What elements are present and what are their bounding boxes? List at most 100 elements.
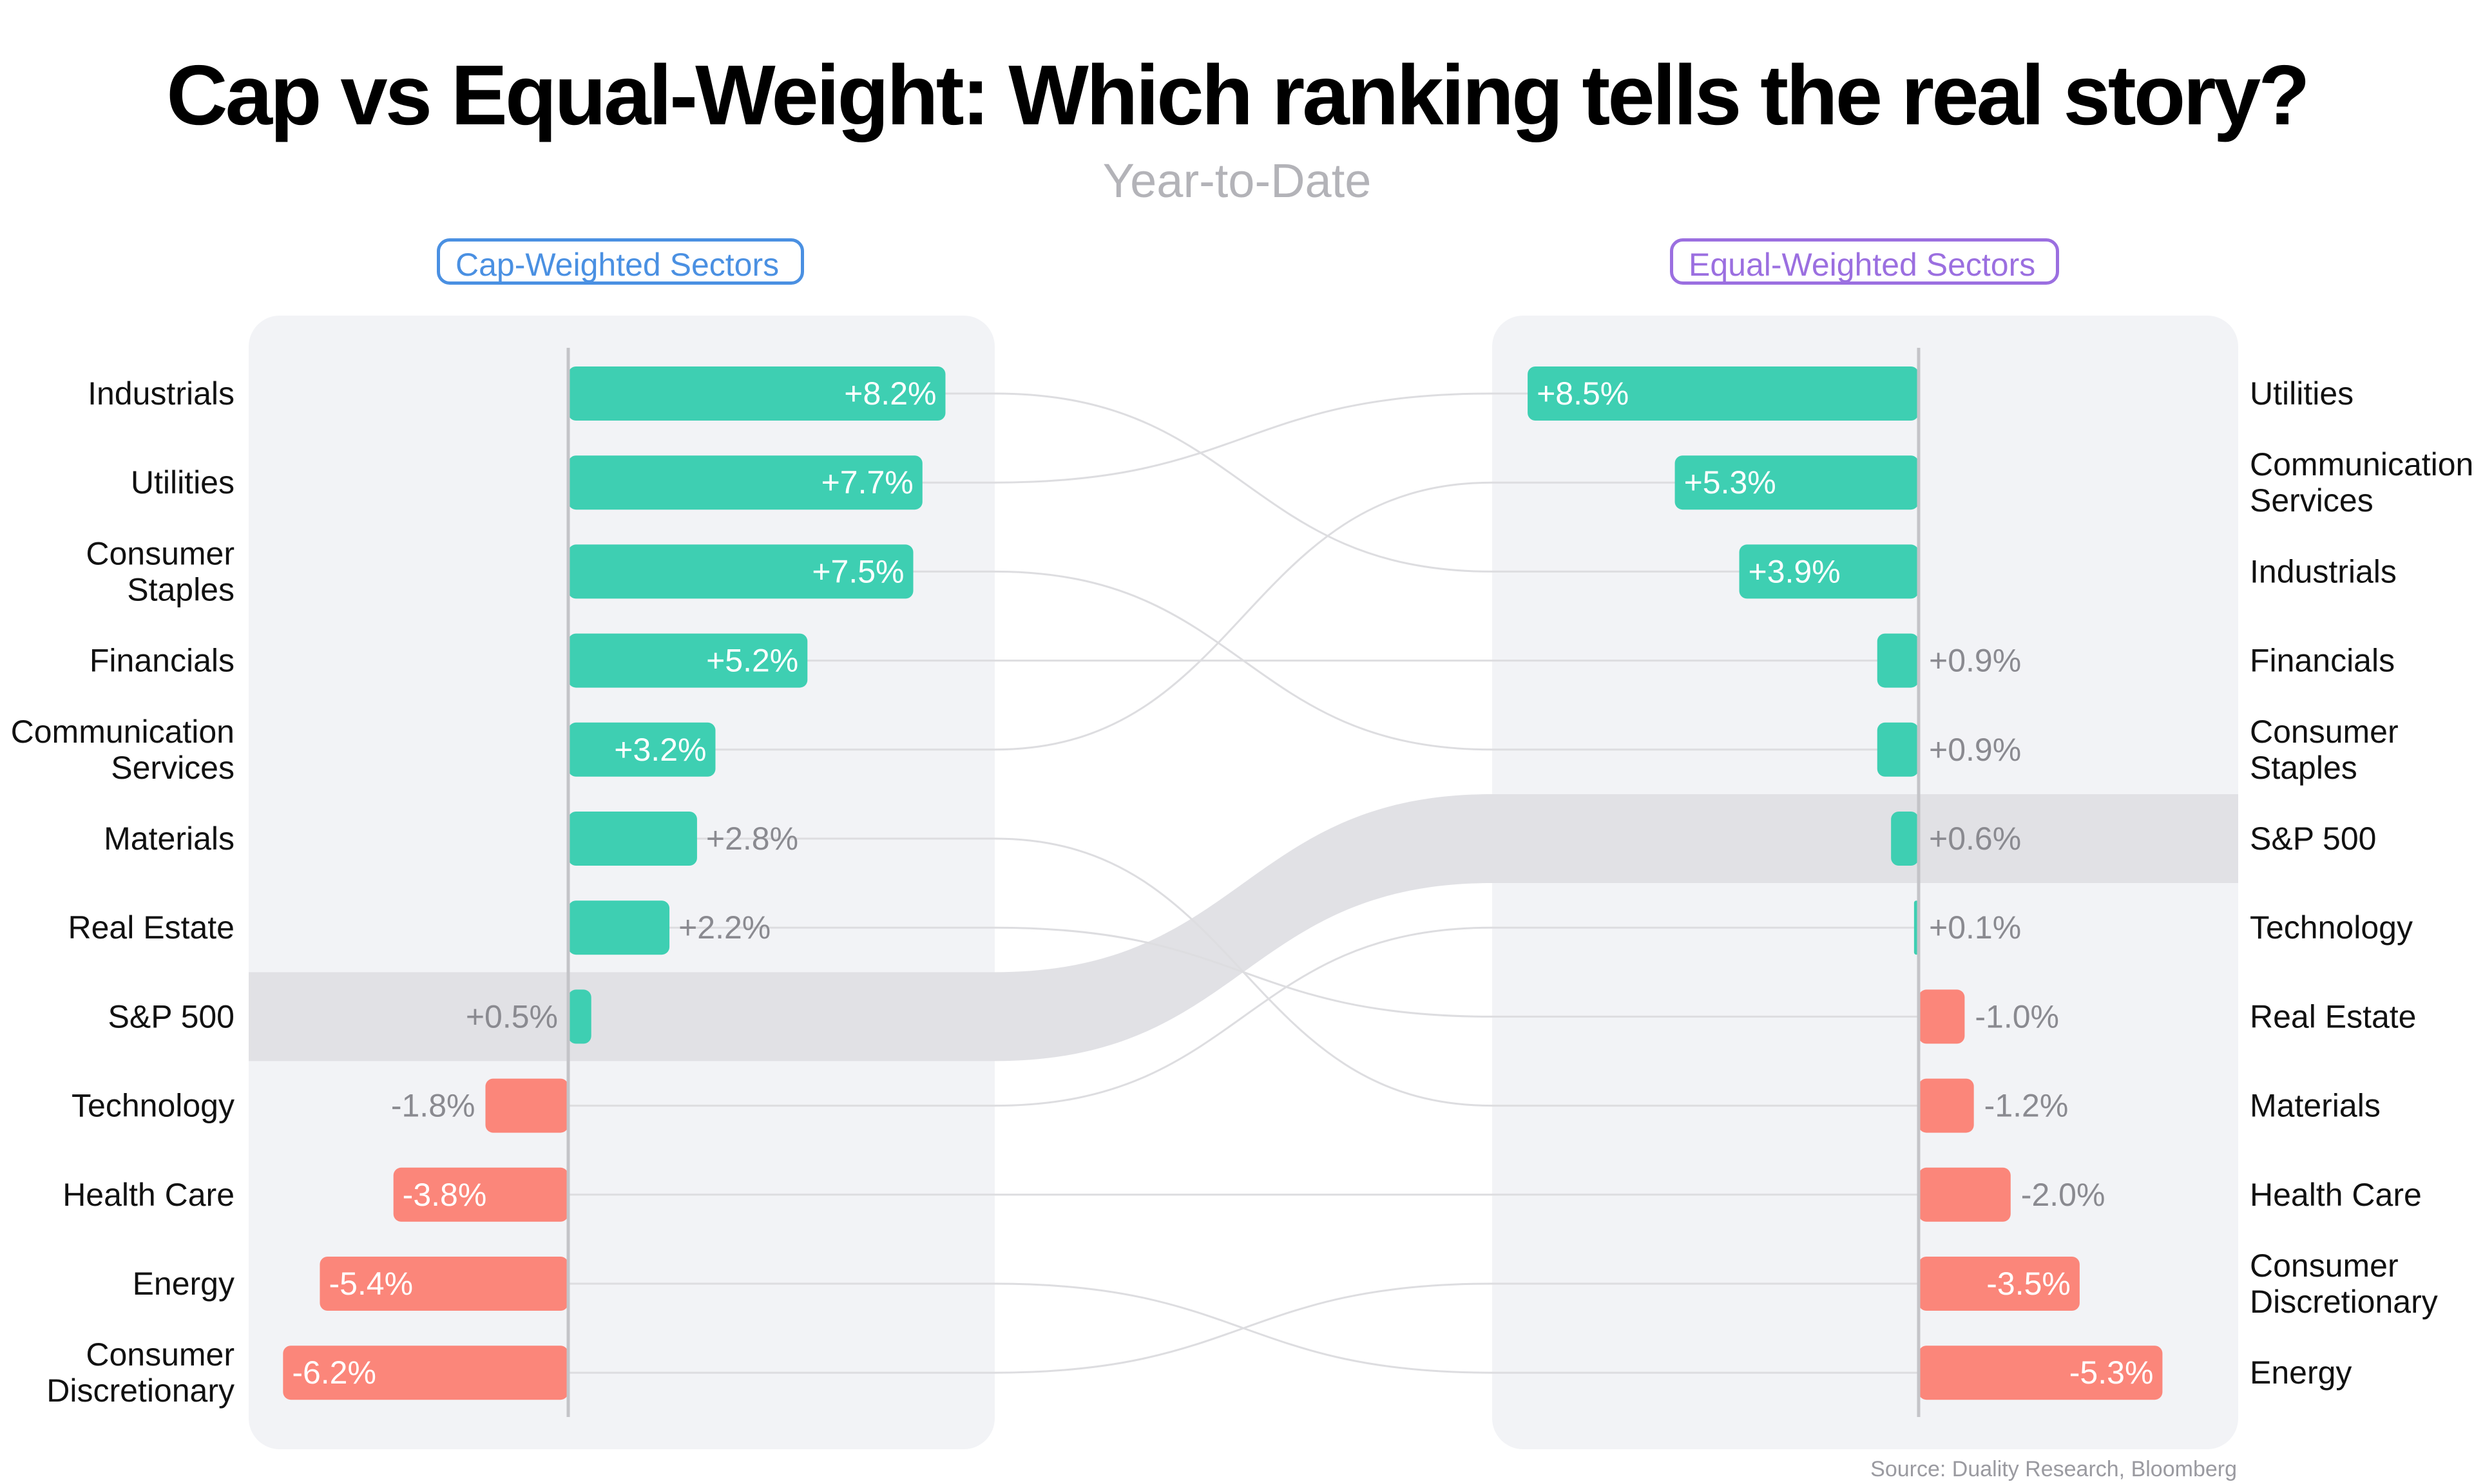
value-label-communication-services: +5.3% — [1684, 464, 1776, 500]
sp500-highlight-band — [249, 794, 2238, 1061]
value-label-technology: -1.8% — [391, 1088, 475, 1124]
value-label-consumer-staples: +7.5% — [812, 553, 904, 589]
category-label-health-care: Health Care — [62, 1177, 235, 1213]
value-label-communication-services: +3.2% — [614, 732, 706, 768]
value-label-utilities: +7.7% — [821, 464, 914, 500]
category-label-utilities: Utilities — [2250, 376, 2354, 412]
connector-communication-services — [568, 481, 1919, 751]
category-label-financials: Financials — [90, 643, 235, 679]
bar-health-care — [1919, 1167, 2011, 1222]
category-label-materials: Materials — [104, 821, 235, 857]
category-label-line: Services — [111, 750, 235, 786]
category-label-utilities: Utilities — [131, 464, 235, 500]
category-label-line: Industrials — [2250, 553, 2397, 589]
category-label-line: Materials — [2250, 1088, 2381, 1124]
category-label-communication-services: Communication Services — [2250, 446, 2473, 518]
category-label-real-estate: Real Estate — [68, 909, 235, 946]
value-label-materials: -1.2% — [1984, 1088, 2069, 1124]
value-label-utilities: +8.5% — [1537, 376, 1629, 412]
bar-sandp-500 — [1891, 812, 1919, 866]
category-label-line: Energy — [2250, 1355, 2352, 1391]
category-label-line: Health Care — [62, 1177, 235, 1213]
category-label-line: Consumer — [86, 535, 235, 571]
value-label-health-care: -2.0% — [2021, 1177, 2105, 1213]
equal-weighted-bars: +8.5% Utilities +5.3% Communication Services… — [1528, 366, 2473, 1400]
category-label-energy: Energy — [2250, 1355, 2352, 1391]
bar-materials — [568, 812, 697, 866]
bar-financials — [568, 633, 808, 688]
value-label-energy: -5.3% — [2069, 1355, 2154, 1391]
connector-consumer-discretionary — [568, 1282, 1919, 1374]
category-label-line: Technology — [72, 1088, 235, 1124]
category-label-line: Discretionary — [46, 1373, 235, 1409]
category-label-line: S&P 500 — [2250, 821, 2376, 857]
category-label-line: Health Care — [2250, 1177, 2422, 1213]
page-subtitle: Year-to-Date — [1102, 154, 1372, 207]
value-label-technology: +0.1% — [1929, 909, 2021, 946]
category-label-industrials: Industrials — [88, 376, 235, 412]
value-label-industrials: +8.2% — [844, 376, 936, 412]
bar-utilities — [1528, 366, 1919, 421]
category-label-sandp-500: S&P 500 — [108, 998, 235, 1034]
value-label-consumer-staples: +0.9% — [1929, 732, 2021, 768]
bar-consumer-staples — [1877, 722, 1919, 777]
value-label-real-estate: +2.2% — [678, 909, 771, 946]
page-title: Cap vs Equal-Weight: Which ranking tells… — [166, 48, 2310, 142]
connector-utilities — [568, 392, 1919, 484]
value-label-industrials: +3.9% — [1749, 553, 1841, 589]
category-label-consumer-staples: Consumer Staples — [86, 535, 235, 607]
bar-energy — [1919, 1346, 2163, 1400]
category-label-line: Staples — [2250, 750, 2357, 786]
category-label-line: Industrials — [88, 376, 235, 412]
bar-consumer-discretionary — [1919, 1257, 2080, 1311]
connector-industrials — [568, 392, 1919, 573]
bar-health-care — [393, 1167, 568, 1222]
source-note: Source: Duality Research, Bloomberg — [1870, 1457, 2237, 1481]
category-label-line: Communication — [2250, 446, 2473, 482]
category-label-consumer-staples: Consumer Staples — [2250, 714, 2399, 786]
bar-utilities — [568, 455, 923, 510]
bar-energy — [320, 1257, 568, 1311]
value-label-energy: -5.4% — [329, 1266, 413, 1302]
category-label-line: Discretionary — [2250, 1284, 2438, 1320]
category-label-line: Staples — [127, 571, 235, 607]
bar-financials — [1877, 633, 1919, 688]
value-label-financials: +0.9% — [1929, 643, 2021, 679]
category-label-line: Materials — [104, 821, 235, 857]
category-label-line: Utilities — [2250, 376, 2354, 412]
category-label-line: Technology — [2250, 909, 2413, 946]
bar-communication-services — [1674, 455, 1919, 510]
cap-weighted-bars: +8.2% Industrials +7.7% Utilities +7.5% Consu… — [11, 366, 946, 1409]
bar-industrials — [1739, 544, 1919, 599]
cap-weighted-panel — [249, 316, 995, 1449]
value-label-consumer-discretionary: -3.5% — [1986, 1266, 2071, 1302]
bar-industrials — [568, 366, 946, 421]
category-label-communication-services: Communication Services — [11, 714, 235, 786]
category-label-line: Real Estate — [2250, 998, 2416, 1034]
category-label-line: Consumer — [2250, 1248, 2399, 1284]
category-label-line: Utilities — [131, 464, 235, 500]
category-label-line: Consumer — [2250, 714, 2399, 750]
category-label-financials: Financials — [2250, 643, 2395, 679]
value-label-financials: +5.2% — [706, 643, 798, 679]
connector-real-estate — [568, 926, 1919, 1018]
bar-technology — [485, 1078, 568, 1133]
value-label-health-care: -3.8% — [403, 1177, 487, 1213]
cap-weighted-pill: Cap-Weighted Sectors — [437, 238, 804, 285]
category-label-health-care: Health Care — [2250, 1177, 2422, 1213]
category-label-line: Consumer — [86, 1337, 235, 1373]
bar-materials — [1919, 1078, 1974, 1133]
category-label-industrials: Industrials — [2250, 553, 2397, 589]
category-label-line: Communication — [11, 714, 235, 750]
category-label-technology: Technology — [2250, 909, 2413, 946]
category-label-line: Energy — [133, 1266, 235, 1302]
category-label-line: Real Estate — [68, 909, 235, 946]
value-label-sandp-500: +0.6% — [1929, 821, 2021, 857]
bar-real-estate — [568, 900, 670, 955]
category-label-technology: Technology — [72, 1088, 235, 1124]
category-label-consumer-discretionary: Consumer Discretionary — [2250, 1248, 2438, 1320]
bar-consumer-staples — [568, 544, 914, 599]
category-label-real-estate: Real Estate — [2250, 998, 2416, 1034]
category-label-energy: Energy — [133, 1266, 235, 1302]
